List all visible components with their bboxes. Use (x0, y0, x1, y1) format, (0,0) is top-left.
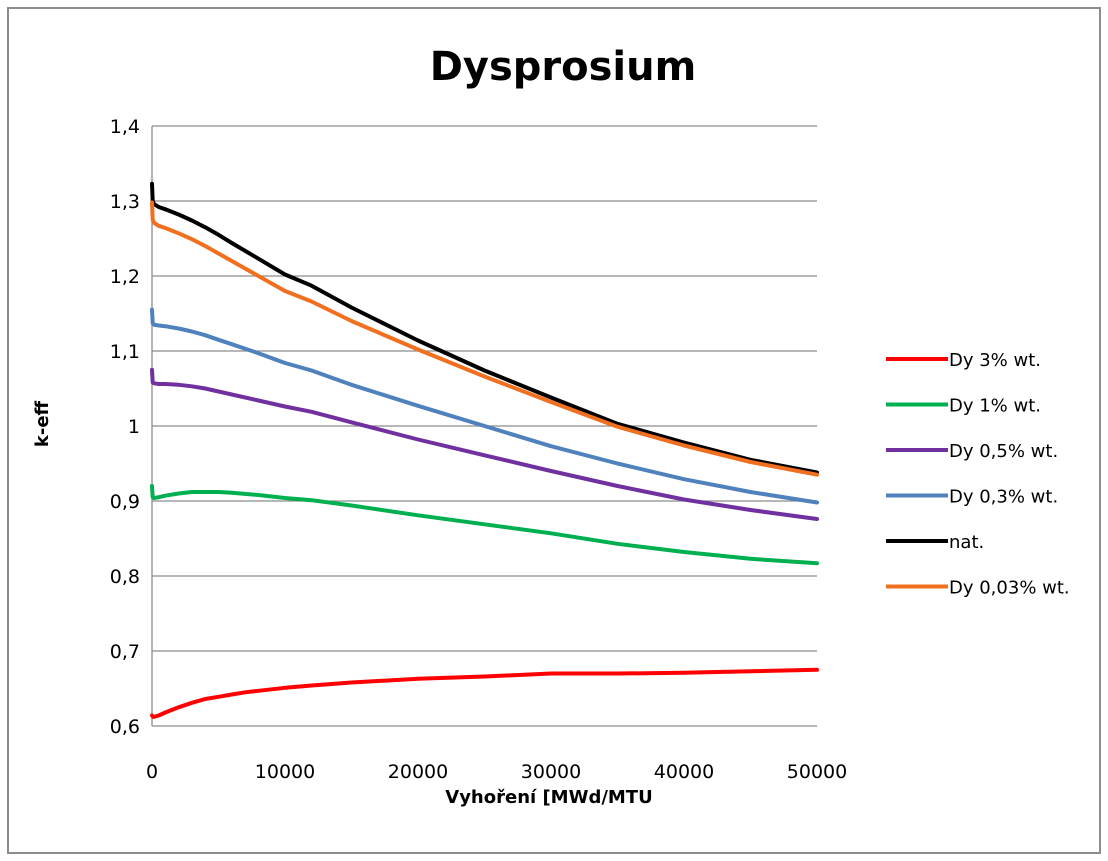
x-tick-label: 40000 (654, 761, 714, 783)
y-tick-label: 0,8 (110, 566, 140, 588)
y-axis-label: k-eff (32, 400, 53, 447)
legend-label: Dy 0,03% wt. (949, 578, 1070, 599)
x-tick-label: 10000 (255, 761, 315, 783)
y-tick-label: 0,7 (110, 641, 140, 663)
legend-label: nat. (949, 532, 984, 553)
grid-lines (151, 125, 817, 727)
legend-label: Dy 3% wt. (949, 350, 1041, 371)
series-lines (150, 181, 819, 719)
series-line-5 (150, 181, 819, 475)
y-tick-label: 1,2 (110, 266, 140, 288)
y-tick-label: 1 (128, 416, 140, 438)
y-axis-ticks: 0,6 0,7 0,8 0,9 1 1,1 1,2 1,3 1,4 (110, 116, 140, 738)
chart-frame (7, 7, 1101, 854)
legend: Dy 3% wt. Dy 1% wt. Dy 0,5% wt. Dy 0,3% wt.… (886, 350, 1070, 599)
series-line-4 (150, 307, 819, 505)
series-line-1 (150, 667, 819, 719)
series-line-6 (150, 200, 819, 477)
legend-label: Dy 0,5% wt. (949, 441, 1058, 462)
series-line-2 (150, 484, 819, 566)
y-tick-label: 0,9 (110, 491, 140, 513)
legend-label: Dy 1% wt. (949, 396, 1041, 417)
x-tick-label: 50000 (787, 761, 847, 783)
x-axis-label: Vyhoření [MWd/MTU (445, 787, 652, 808)
legend-label: Dy 0,3% wt. (949, 487, 1058, 508)
y-tick-label: 1,1 (110, 341, 140, 363)
x-tick-label: 30000 (521, 761, 581, 783)
y-tick-label: 0,6 (110, 716, 140, 738)
chart-title: Dysprosium (430, 44, 697, 90)
x-axis-ticks: 0 10000 20000 30000 40000 50000 (146, 761, 847, 783)
series-line-3 (150, 367, 819, 521)
x-tick-label: 20000 (388, 761, 448, 783)
y-tick-label: 1,3 (110, 191, 140, 213)
y-tick-label: 1,4 (110, 116, 140, 138)
x-tick-label: 0 (146, 761, 158, 783)
